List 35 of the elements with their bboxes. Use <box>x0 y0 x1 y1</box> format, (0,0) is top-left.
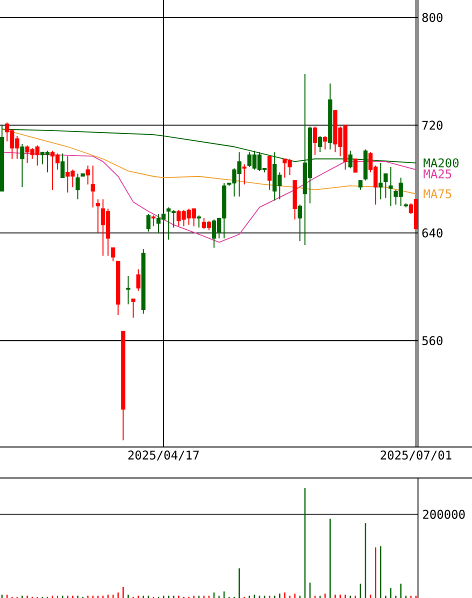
candlestick <box>60 152 65 178</box>
candlestick <box>312 126 318 156</box>
candlestick <box>318 135 322 153</box>
line-series <box>2 128 416 194</box>
series-label: MA75 <box>424 189 452 198</box>
candlestick <box>151 214 156 227</box>
line-series <box>2 152 416 243</box>
candlestick <box>76 173 80 200</box>
series-label: MA200 <box>424 158 459 168</box>
candlestick <box>196 214 201 228</box>
candlestick <box>86 165 90 185</box>
candlestick <box>96 198 100 234</box>
candlestick <box>378 162 383 200</box>
candlestick <box>90 165 95 208</box>
candlestick <box>388 166 393 206</box>
candlestick <box>323 135 328 150</box>
candlestick <box>111 247 116 262</box>
y-tick-label: 720 <box>422 120 442 130</box>
series-label: MA25 <box>424 169 452 178</box>
candlestick <box>126 276 130 305</box>
candlestick <box>136 268 140 292</box>
x-tick-label: 2025/07/01 <box>380 450 452 461</box>
y-tick-label: 560 <box>422 336 442 346</box>
candlestick <box>242 164 246 185</box>
candlestick <box>131 298 136 318</box>
candlestick <box>358 180 363 190</box>
y-tick-label: 640 <box>422 228 442 238</box>
candlestick <box>298 204 302 242</box>
x-tick-label: 2025/04/17 <box>128 450 199 461</box>
text: 200000 <box>423 510 465 519</box>
candlestick <box>146 214 150 232</box>
candlestick <box>20 144 24 188</box>
candlestick <box>384 173 388 198</box>
y-tick-label: 800 <box>422 12 442 22</box>
candlestick <box>353 158 358 173</box>
